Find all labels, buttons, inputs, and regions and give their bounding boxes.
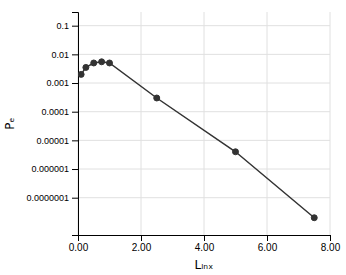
grid-line-x <box>330 12 331 235</box>
y-tick-mark <box>72 112 78 113</box>
y-tick-label: 0.000001 <box>31 164 69 174</box>
y-tick-label: 0.00001 <box>36 136 69 146</box>
y-axis-title: Pₑ <box>3 117 17 129</box>
grid-line-y <box>78 111 330 112</box>
plot: 0.002.004.006.008.000.00000010.0000010.0… <box>26 12 340 253</box>
y-tick-label: 0.1 <box>56 21 69 31</box>
point <box>311 215 317 221</box>
x-tick-label: 8.00 <box>321 242 341 253</box>
point <box>107 60 113 66</box>
grid-line-y <box>78 54 330 55</box>
grid-line-x <box>204 12 205 235</box>
y-tick-label: 0.0001 <box>41 107 69 117</box>
grid-line-y <box>78 197 330 198</box>
y-tick-mark <box>72 140 78 141</box>
x-axis-line <box>79 236 331 242</box>
y-tick: 0.1 <box>56 21 78 31</box>
grid-line-y <box>78 25 330 26</box>
x-tick: 2.00 <box>132 235 152 253</box>
x-tick-label: 4.00 <box>195 242 215 253</box>
grid-line-y <box>78 169 330 170</box>
y-axis-line <box>72 13 79 236</box>
x-tick: 0.00 <box>69 235 89 253</box>
point <box>83 64 89 70</box>
grid-line-y <box>78 83 330 84</box>
point <box>99 59 105 65</box>
y-tick-mark <box>72 26 78 27</box>
x-tick-mark <box>141 235 142 241</box>
y-tick-label: 0.01 <box>51 50 69 60</box>
y-tick-mark <box>72 54 78 55</box>
y-tick: 0.0000001 <box>26 193 78 203</box>
y-tick-label: 0.001 <box>46 78 69 88</box>
y-tick: 0.0001 <box>41 107 78 117</box>
x-tick-label: 2.00 <box>132 242 152 253</box>
grid-line-y <box>78 140 330 141</box>
grid <box>78 12 330 235</box>
x-tick: 8.00 <box>321 235 341 253</box>
y-tick: 0.001 <box>46 78 78 88</box>
y-tick-mark <box>72 83 78 84</box>
grid-line-x <box>267 12 268 235</box>
y-axis: 0.0000001 0.000001 0.00001 0.0001 0.001 0.01 0… <box>26 13 78 236</box>
x-tick: 6.00 <box>258 235 278 253</box>
x-tick-mark <box>330 235 331 241</box>
point <box>233 149 239 155</box>
point <box>154 95 160 101</box>
x-axis: 0.00 2.00 4.00 6.00 8.00 <box>69 235 341 253</box>
x-tick-label: 6.00 <box>258 242 278 253</box>
y-tick-mark <box>72 198 78 199</box>
series <box>78 59 317 221</box>
y-tick: 0.01 <box>51 50 78 60</box>
x-tick-label: 0.00 <box>69 242 89 253</box>
line <box>81 62 314 218</box>
x-axis-title: Lₗₙₓ <box>195 258 214 272</box>
y-tick: 0.00001 <box>36 136 78 146</box>
x-tick-mark <box>267 235 268 241</box>
y-tick-mark <box>72 169 78 170</box>
y-tick-label: 0.0000001 <box>26 193 69 203</box>
grid-line-x <box>141 12 142 235</box>
point <box>78 71 84 77</box>
point <box>91 60 97 66</box>
y-tick: 0.000001 <box>31 164 78 174</box>
x-tick: 4.00 <box>195 235 215 253</box>
chart: 0.002.004.006.008.000.00000010.0000010.0… <box>0 0 346 275</box>
x-tick-mark <box>204 235 205 241</box>
